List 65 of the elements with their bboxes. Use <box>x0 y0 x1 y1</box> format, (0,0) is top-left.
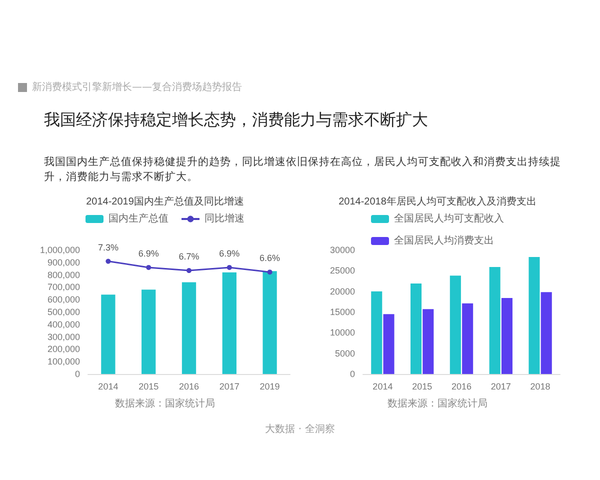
bar <box>528 257 540 374</box>
source-note: 数据来源：国家统计局 <box>115 398 215 410</box>
text: 新消费模式引擎新增长——复合消费场趋势报告 <box>32 80 242 94</box>
bar <box>489 266 500 374</box>
y-tick-label: 100,000 <box>47 356 80 367</box>
y-tick-label: 25000 <box>330 266 355 276</box>
x-tick-label: 2016 <box>178 382 200 392</box>
bar <box>371 291 382 374</box>
bar <box>142 290 156 374</box>
bar <box>101 294 116 374</box>
y-tick-label: 300,000 <box>47 332 80 342</box>
y-tick-label: 500,000 <box>47 307 80 317</box>
data-label: 6.6% <box>260 253 280 264</box>
bar <box>383 314 394 374</box>
point <box>146 264 152 270</box>
legend-label: 国内生产总值 <box>108 212 168 224</box>
chart-title: 2014-2019国内生产总值及同比增速 <box>86 196 244 208</box>
y-tick-label: 800,000 <box>47 270 80 280</box>
y-tick-label: 5000 <box>334 348 355 358</box>
data-label: 6.7% <box>178 252 200 262</box>
bar <box>262 271 277 374</box>
y-tick-label: 20000 <box>330 286 355 296</box>
y-tick-label: 0 <box>74 369 80 379</box>
y-tick-label: 0 <box>350 369 355 379</box>
data-label: 7.3% <box>98 242 118 252</box>
data-label: 6.9% <box>138 248 159 258</box>
point <box>226 264 232 270</box>
x-tick-label: 2015 <box>138 382 159 392</box>
bar <box>501 298 512 374</box>
x-tick-label: 2017 <box>219 382 240 392</box>
source-note: 数据来源：国家统计局 <box>388 398 488 410</box>
bar <box>462 303 474 374</box>
y-tick-label: 400,000 <box>47 319 80 330</box>
legend-label: 同比增速 <box>204 212 244 224</box>
legend-label: 全国居民人均消费支出 <box>394 234 494 246</box>
bar <box>222 272 236 374</box>
point <box>186 268 192 274</box>
x-tick-label: 2015 <box>412 382 432 392</box>
y-tick-label: 1,000,000 <box>40 245 80 255</box>
bar <box>450 276 461 374</box>
bar <box>540 292 552 374</box>
bar <box>182 282 196 374</box>
text: 大数据 · 全洞察 <box>264 422 336 436</box>
y-tick-label: 30000 <box>330 245 355 255</box>
text: 我国国内生产总值保持稳健提升的趋势，同比增速依旧保持在高位，居民人均可支配收入和消费支出持续提升，消费能力与需求不断扩大。 <box>44 155 562 185</box>
y-tick-label: 15000 <box>330 307 355 317</box>
legend-label: 全国居民人均可支配收入 <box>394 212 504 224</box>
x-tick-label: 2014 <box>372 382 393 392</box>
chart-title: 2014-2018年居民人均可支配收入及消费支出 <box>338 196 536 208</box>
point <box>106 258 111 264</box>
x-tick-label: 2019 <box>260 382 280 392</box>
y-tick-label: 200,000 <box>47 344 80 354</box>
bar <box>422 309 434 374</box>
x-tick-label: 2016 <box>451 382 472 392</box>
y-tick-label: 900,000 <box>47 257 80 268</box>
bar <box>410 283 422 374</box>
x-tick-label: 2014 <box>98 382 118 392</box>
x-tick-label: 2018 <box>530 382 550 392</box>
point <box>267 270 272 275</box>
x-tick-label: 2017 <box>490 382 511 392</box>
y-tick-label: 10000 <box>330 328 355 338</box>
text: 我国经济保持稳定增长态势，消费能力与需求不断扩大 <box>44 110 428 131</box>
data-label: 6.9% <box>219 248 240 258</box>
y-tick-label: 700,000 <box>47 282 80 292</box>
y-tick-label: 600,000 <box>47 294 80 305</box>
